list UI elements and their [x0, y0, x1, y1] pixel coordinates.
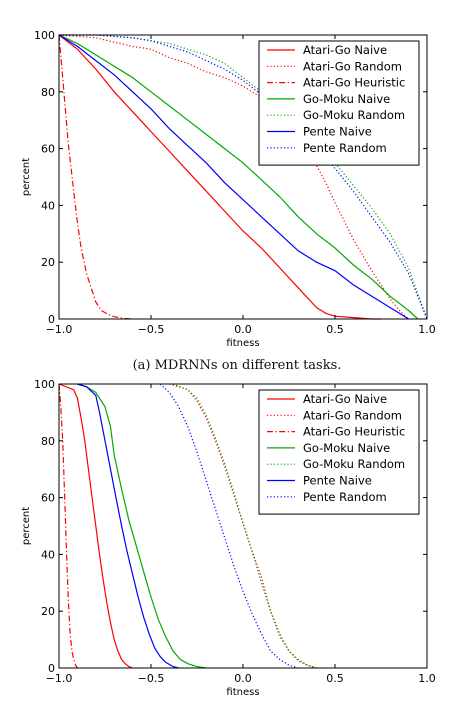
series-line-1 — [58, 34, 381, 320]
x-tick-label: −1.0 — [46, 323, 73, 336]
legend-entry-label: Pente Naive — [303, 125, 372, 139]
x-tick-label: 1.0 — [418, 672, 436, 685]
y-tick-label: 60 — [41, 492, 55, 505]
x-tick-label: −1.0 — [46, 672, 73, 685]
x-axis-label: fitness — [226, 338, 259, 349]
series-line-5 — [172, 383, 317, 669]
legend: Atari-Go Naive Atari-Go Random Atari-Go He… — [258, 40, 420, 166]
legend: Atari-Go Naive Atari-Go Random Atari-Go He… — [258, 389, 420, 515]
legend-entry-label: Pente Random — [303, 490, 387, 504]
legend-box — [258, 389, 420, 515]
x-axis-label: fitness — [226, 687, 259, 698]
series-line-2 — [169, 383, 317, 669]
legend-entry-label: Pente Random — [303, 141, 387, 155]
legend-entry-label: Atari-Go Random — [303, 408, 402, 422]
series-line-1 — [58, 383, 133, 669]
y-tick-label: 40 — [41, 199, 55, 212]
series-line-4 — [58, 34, 419, 320]
series-line-6 — [77, 383, 179, 669]
x-tick-label: 0.5 — [326, 323, 344, 336]
x-tick-label: 0.5 — [326, 672, 344, 685]
legend-box — [258, 40, 420, 166]
y-tick-label: 100 — [34, 378, 55, 391]
series-line-2 — [58, 34, 410, 320]
x-tick-label: −0.5 — [138, 323, 165, 336]
legend-entry-label: Atari-Go Naive — [303, 392, 387, 406]
y-tick-label: 40 — [41, 548, 55, 561]
y-tick-label: 20 — [41, 605, 55, 618]
legend-entry-label: Atari-Go Heuristic — [303, 425, 405, 439]
legend-entry-label: Atari-Go Naive — [303, 43, 387, 57]
figure-caption: (a) MDRNNs on different tasks. — [132, 358, 342, 373]
legend-entry-label: Go-Moku Random — [303, 457, 405, 471]
x-tick-label: 0.0 — [234, 672, 252, 685]
legend-entry-label: Atari-Go Random — [303, 59, 402, 73]
y-tick-label: 20 — [41, 256, 55, 269]
y-tick-label: 0 — [48, 313, 55, 326]
chart-1: −1.0 −0.5 0.0 0.5 1.0 0 20 40 60 80 100 fitness perc… — [21, 29, 436, 349]
legend-entry-label: Go-Moku Naive — [303, 92, 390, 106]
y-tick-label: 60 — [41, 143, 55, 156]
legend-entry-label: Pente Naive — [303, 474, 372, 488]
legend-entry-label: Go-Moku Naive — [303, 441, 390, 455]
y-tick-label: 80 — [41, 86, 55, 99]
x-tick-label: 0.0 — [234, 323, 252, 336]
legend-entry-label: Go-Moku Random — [303, 108, 405, 122]
series-line-6 — [58, 34, 409, 320]
legend-entry-label: Atari-Go Heuristic — [303, 76, 405, 90]
series-line-3 — [58, 383, 78, 669]
x-tick-label: −0.5 — [138, 672, 165, 685]
series-line-3 — [58, 34, 133, 320]
y-tick-label: 0 — [48, 662, 55, 675]
y-tick-label: 100 — [34, 29, 55, 42]
y-tick-label: 80 — [41, 435, 55, 448]
x-tick-label: 1.0 — [418, 323, 436, 336]
y-axis-label: percent — [21, 507, 32, 545]
chart-2: −1.0 −0.5 0.0 0.5 1.0 0 20 40 60 80 100 fitness perc… — [21, 378, 436, 698]
series-line-4 — [77, 383, 207, 669]
y-axis-label: percent — [21, 158, 32, 196]
